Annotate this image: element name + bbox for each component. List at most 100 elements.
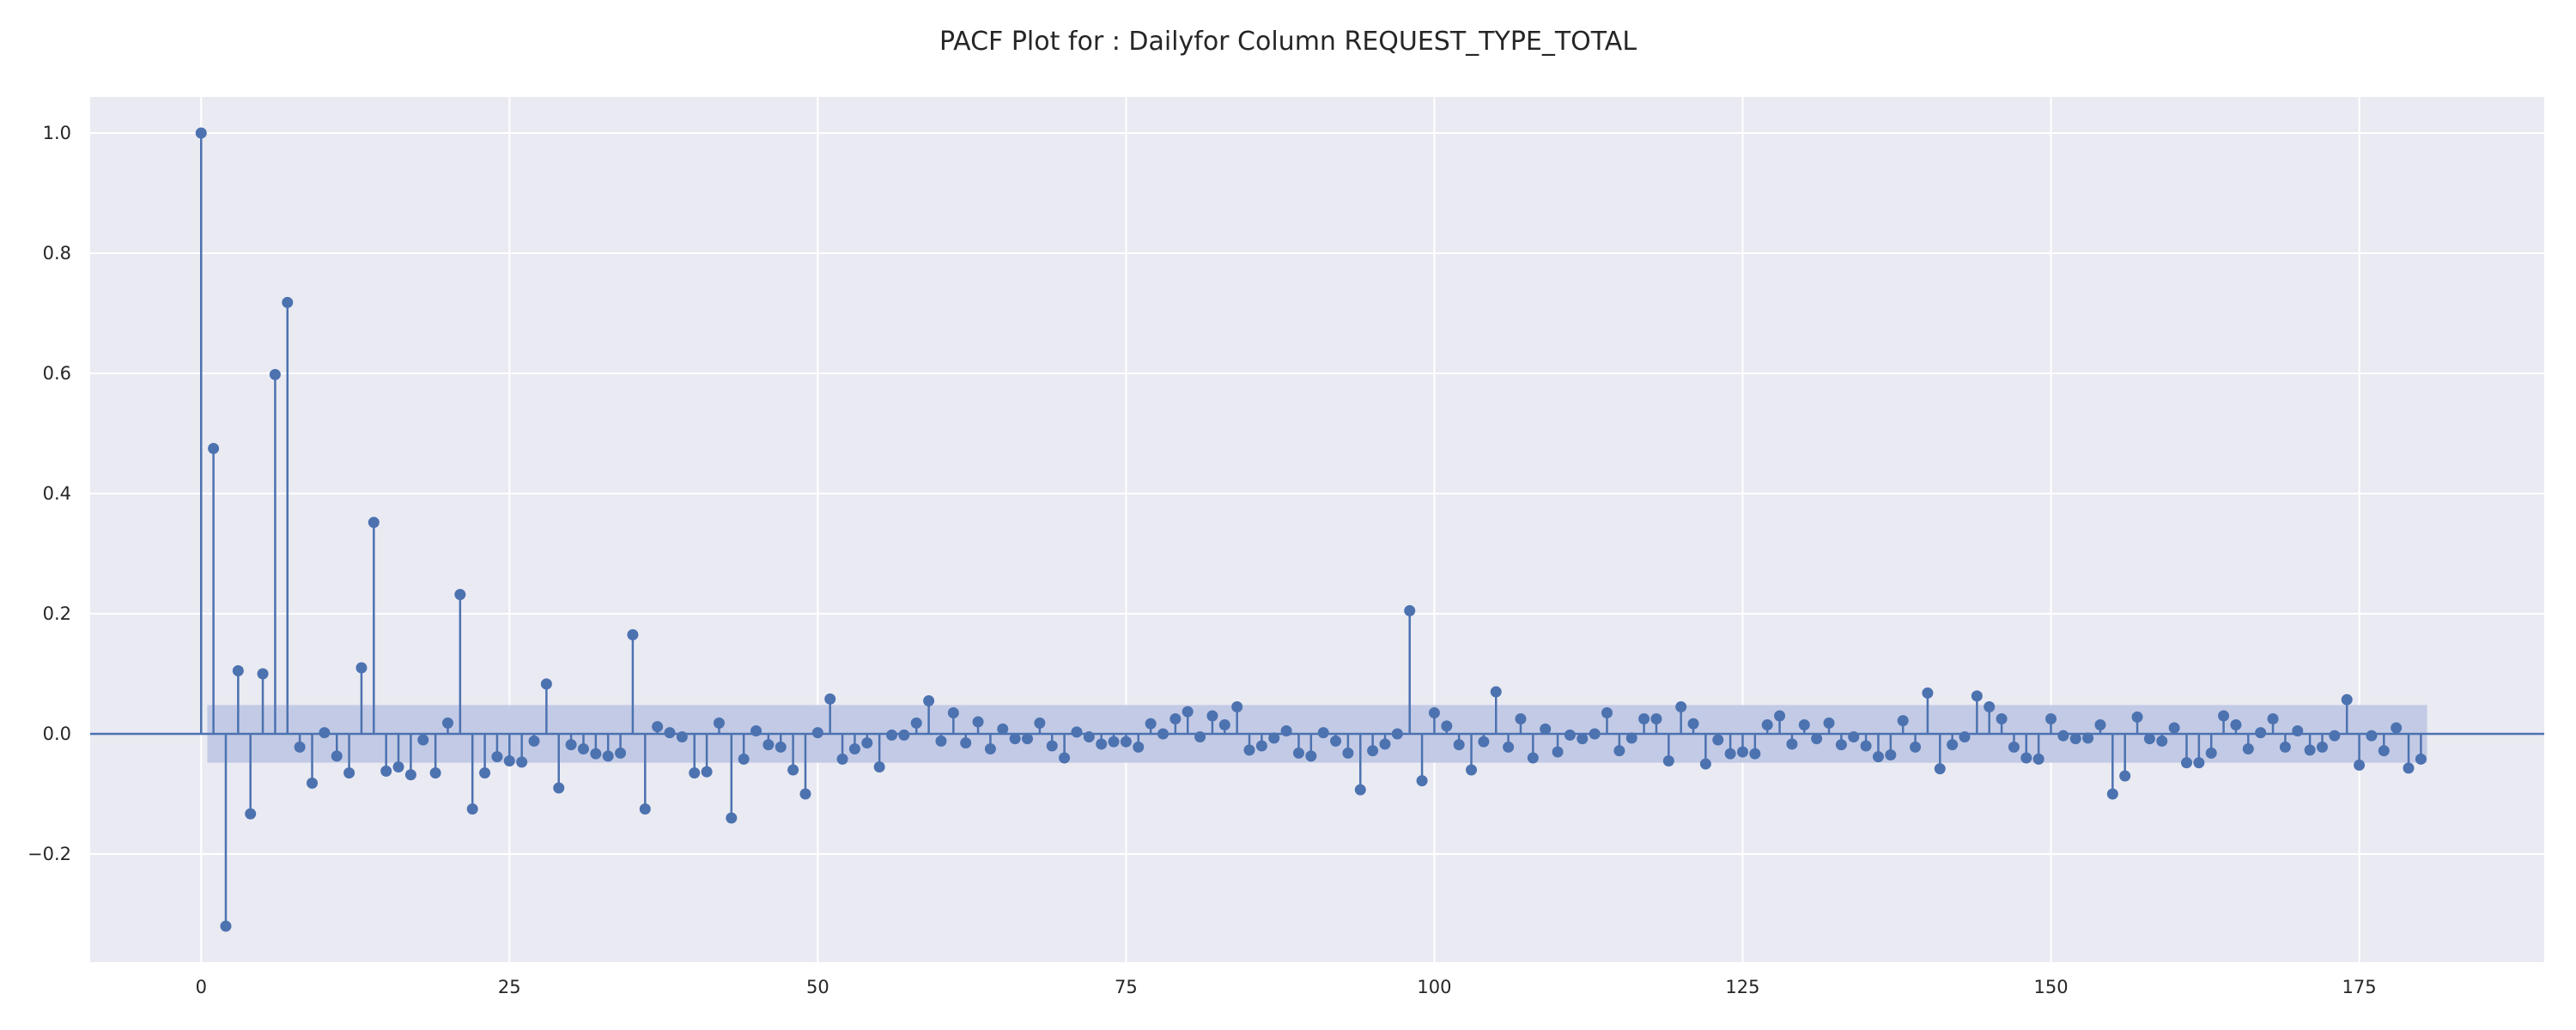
stem-marker <box>1428 707 1440 718</box>
stem-marker <box>2403 762 2415 774</box>
stem-marker <box>1625 732 1637 744</box>
stem-marker <box>2143 733 2155 745</box>
y-tick-label: 0.0 <box>43 724 71 744</box>
stem-marker <box>2032 753 2044 765</box>
stem-marker <box>220 920 232 932</box>
stem-marker <box>2069 733 2081 745</box>
x-tick-label: 125 <box>1725 977 1759 997</box>
stem-marker <box>1342 747 1354 759</box>
stem-marker <box>307 777 319 789</box>
stem-marker <box>861 737 873 748</box>
stem-marker <box>355 662 368 674</box>
stem-marker <box>2230 719 2242 730</box>
stem-marker <box>1823 717 1835 729</box>
stem-marker <box>664 727 676 739</box>
stem-marker <box>824 693 836 705</box>
stem-marker <box>627 629 639 640</box>
stem-marker <box>1860 740 1872 752</box>
stem-marker <box>319 727 331 739</box>
stem-marker <box>1934 763 1946 775</box>
stem-marker <box>1391 728 1403 740</box>
stem-marker <box>1157 728 1169 740</box>
stem-marker <box>565 739 577 751</box>
stem-marker <box>873 761 885 772</box>
stem-marker <box>1540 723 1552 735</box>
stem-marker <box>1798 719 1810 730</box>
stem-marker <box>972 716 984 728</box>
x-tick-labels: 0 25 50 75 100 125 150 175 <box>196 977 2377 997</box>
stem-marker <box>615 747 627 759</box>
stem-marker <box>1613 745 1625 757</box>
stem-marker <box>1416 775 1428 787</box>
stem-marker <box>590 748 602 760</box>
stem-marker <box>429 767 441 779</box>
stem-marker <box>2119 770 2131 782</box>
stem-marker <box>2292 725 2304 736</box>
stem-marker <box>1996 713 2008 724</box>
stem-marker <box>1292 747 1304 759</box>
stem-marker <box>2242 743 2254 754</box>
stem-marker <box>1922 687 1934 699</box>
stem-marker <box>935 735 947 747</box>
stem-marker <box>380 765 392 777</box>
stem-marker <box>775 741 787 753</box>
stem-marker <box>2415 753 2427 765</box>
stem-marker <box>1724 748 1736 760</box>
stem-marker <box>923 695 935 706</box>
stem-marker <box>343 767 355 779</box>
stem-marker <box>2168 722 2180 734</box>
stem-marker <box>2106 788 2118 800</box>
stem-marker <box>1712 734 1724 746</box>
stem-marker <box>1441 720 1453 732</box>
stem-marker <box>466 803 478 815</box>
x-tick-label: 100 <box>1417 977 1451 997</box>
stem-marker <box>1515 713 1527 724</box>
stem-marker <box>689 767 701 779</box>
y-tick-label: 0.4 <box>43 483 71 504</box>
stem-marker <box>2378 745 2390 757</box>
stem-marker <box>245 808 257 820</box>
stem-marker <box>257 668 269 680</box>
stem-marker <box>750 725 762 736</box>
stem-marker <box>1466 764 1478 776</box>
stem-marker <box>1910 741 1922 753</box>
stem-marker <box>1527 752 1539 764</box>
stem-marker <box>1503 741 1515 753</box>
stem-marker <box>1699 758 1711 770</box>
stem-marker <box>960 737 972 748</box>
stem-marker <box>1872 751 1884 763</box>
stem-marker <box>1194 731 1206 742</box>
stem-marker <box>2267 713 2279 724</box>
y-tick-label: −0.2 <box>27 844 71 864</box>
stem-marker <box>441 717 453 729</box>
stem-marker <box>1650 713 1662 724</box>
stem-marker <box>811 727 823 739</box>
stem-marker <box>1478 736 1490 748</box>
stem-marker <box>1120 736 1132 748</box>
stem-marker <box>1811 733 1823 745</box>
stem-marker <box>1984 701 1996 712</box>
stem-marker <box>479 767 491 779</box>
stem-marker <box>1959 731 1971 742</box>
stem-marker <box>1490 686 1502 698</box>
stem-marker <box>1305 750 1317 762</box>
stem-marker <box>1885 749 1897 760</box>
stem-marker <box>1231 701 1243 712</box>
stem-marker <box>404 769 416 781</box>
stem-marker <box>208 443 220 454</box>
stem-marker <box>1638 713 1650 724</box>
y-tick-label: 0.8 <box>43 243 71 264</box>
markers-group <box>195 127 2427 932</box>
x-tick-label: 150 <box>2033 977 2068 997</box>
stem-marker <box>1145 718 1157 730</box>
y-tick-label: 1.0 <box>43 123 71 143</box>
stem-marker <box>1243 744 1255 756</box>
x-tick-label: 75 <box>1115 977 1138 997</box>
stem-marker <box>269 368 281 380</box>
stem-marker <box>516 756 528 768</box>
stem-marker <box>1083 731 1095 742</box>
stem-marker <box>1367 745 1379 757</box>
stem-marker <box>1971 690 1983 702</box>
stem-marker <box>2279 741 2291 753</box>
